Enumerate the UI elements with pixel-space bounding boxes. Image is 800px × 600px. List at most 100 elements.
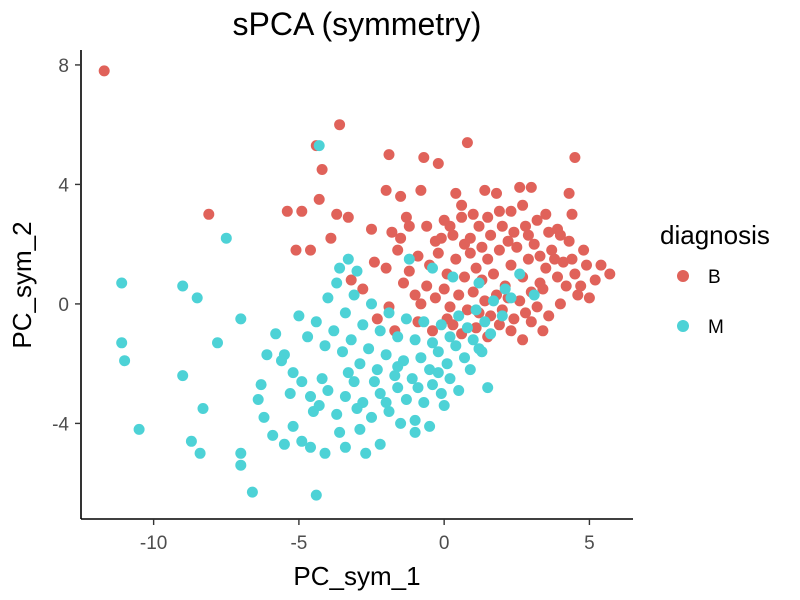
point-b-130	[508, 226, 520, 238]
point-m-33	[296, 376, 308, 388]
points-layer	[98, 65, 616, 501]
point-b-39	[505, 205, 517, 217]
point-m-43	[383, 406, 395, 417]
point-m-120	[284, 388, 296, 399]
point-m-127	[464, 364, 476, 376]
point-b-78	[583, 292, 595, 304]
point-b-18	[479, 184, 491, 196]
point-m-46	[409, 414, 421, 426]
point-b-81	[398, 277, 409, 289]
point-b-55	[464, 247, 476, 259]
point-b-68	[540, 262, 552, 274]
x-axis-ticks: -10 -5 0 5	[140, 519, 595, 554]
point-b-42	[540, 208, 552, 220]
point-b-36	[473, 220, 485, 232]
point-m-7	[119, 355, 131, 367]
point-b-30	[403, 220, 415, 232]
point-b-122	[444, 220, 456, 232]
legend-title: diagnosis	[660, 220, 770, 250]
point-m-10	[197, 403, 209, 414]
point-b-135	[459, 238, 470, 250]
point-m-111	[276, 355, 287, 367]
x-tick-label: 5	[584, 533, 595, 554]
point-m-45	[400, 394, 412, 405]
point-m-44	[392, 382, 404, 394]
point-b-7	[461, 137, 473, 149]
point-m-66	[415, 352, 427, 364]
point-m-96	[505, 292, 517, 304]
point-m-49	[435, 388, 447, 399]
point-m-106	[528, 289, 540, 301]
point-b-13	[380, 184, 392, 196]
point-m-91	[461, 322, 473, 334]
point-b-126	[543, 226, 555, 238]
point-b-3	[316, 164, 328, 175]
point-m-17	[310, 489, 322, 501]
point-b-104	[560, 280, 572, 292]
point-b-24	[290, 244, 302, 256]
point-m-74	[485, 328, 497, 340]
point-b-21	[525, 181, 537, 193]
point-b-29	[395, 232, 407, 244]
point-b-65	[522, 253, 534, 265]
point-b-19	[491, 187, 502, 199]
point-m-36	[322, 385, 334, 396]
point-b-123	[467, 208, 479, 220]
point-b-11	[296, 205, 308, 217]
point-m-105	[514, 268, 526, 280]
point-m-1	[220, 232, 232, 244]
x-axis-title: PC_sym_1	[293, 561, 420, 591]
point-b-4	[383, 149, 395, 161]
chart-title: sPCA (symmetry)	[233, 6, 482, 42]
legend-marker-m	[677, 320, 689, 332]
point-m-69	[441, 358, 453, 370]
point-b-129	[476, 241, 488, 253]
point-m-70	[450, 340, 462, 352]
point-m-29	[261, 349, 273, 361]
point-b-26	[325, 232, 337, 244]
point-b-40	[517, 199, 529, 211]
point-b-49	[412, 250, 424, 262]
point-b-100	[531, 301, 543, 313]
point-b-63	[511, 241, 523, 253]
point-m-58	[345, 334, 357, 346]
point-m-76	[331, 277, 343, 289]
point-m-119	[380, 397, 392, 408]
point-m-0	[313, 140, 325, 152]
point-m-71	[459, 352, 470, 364]
point-b-96	[508, 313, 520, 325]
x-tick-label: 0	[439, 533, 450, 554]
point-b-87	[453, 289, 465, 301]
point-m-6	[116, 337, 128, 349]
point-b-17	[456, 199, 468, 211]
legend: diagnosis B M	[660, 220, 770, 338]
point-m-112	[351, 403, 363, 414]
point-b-132	[578, 244, 590, 256]
point-m-109	[482, 382, 494, 394]
point-m-124	[392, 361, 404, 373]
point-m-95	[496, 310, 508, 322]
point-m-59	[354, 358, 366, 370]
point-m-34	[305, 391, 316, 402]
point-m-56	[328, 325, 340, 337]
point-m-30	[270, 328, 282, 340]
point-b-142	[595, 259, 607, 271]
y-tick-label: 4	[58, 175, 69, 196]
point-b-58	[482, 253, 494, 265]
point-m-101	[427, 262, 438, 274]
point-m-83	[392, 331, 404, 343]
point-b-116	[517, 334, 529, 346]
point-m-19	[258, 411, 270, 423]
point-m-42	[374, 388, 386, 399]
point-m-20	[267, 429, 279, 441]
point-m-92	[470, 304, 482, 316]
point-b-60	[493, 244, 505, 256]
point-m-14	[235, 447, 247, 459]
point-b-15	[415, 184, 427, 196]
point-m-126	[432, 367, 444, 379]
point-m-85	[409, 334, 421, 346]
y-tick-label: 0	[58, 295, 69, 316]
point-b-121	[421, 220, 433, 232]
point-m-94	[488, 295, 499, 307]
